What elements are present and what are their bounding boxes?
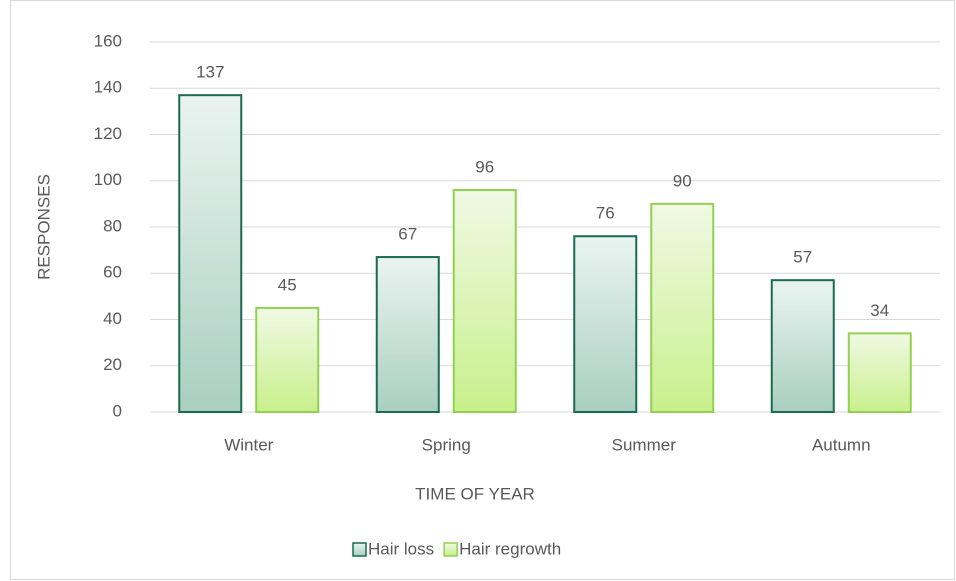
bar [452,189,517,413]
bar [178,94,243,413]
bar [650,202,715,413]
data-label: 34 [870,301,889,320]
data-label: 96 [475,157,494,176]
data-label: 90 [673,171,692,190]
bar [770,279,835,413]
data-label: 45 [278,275,297,294]
y-tick-label: 160 [94,31,122,50]
y-axis-title: RESPONSES [34,174,53,280]
legend-label: Hair regrowth [459,539,561,558]
y-tick-label: 20 [103,355,122,374]
x-axis-title: TIME OF YEAR [415,484,535,503]
y-tick-label: 100 [94,170,122,189]
y-tick-label: 140 [94,78,122,97]
y-tick-label: 0 [113,401,122,420]
data-label: 76 [596,204,615,223]
y-tick-label: 60 [103,263,122,282]
bar [847,332,912,413]
legend-swatch [352,542,367,557]
x-tick-label: Winter [224,435,273,454]
data-label: 67 [398,225,417,244]
y-tick-label: 80 [103,216,122,235]
x-tick-label: Autumn [812,435,871,454]
y-tick-label: 40 [103,309,122,328]
data-label: 137 [196,63,224,82]
bar [573,235,638,413]
y-tick-label: 120 [94,124,122,143]
legend-swatch [443,542,458,557]
bar [375,256,440,413]
data-label: 57 [793,248,812,267]
bar [255,306,320,413]
x-tick-label: Summer [612,435,677,454]
x-tick-label: Spring [422,435,471,454]
legend-label: Hair loss [368,539,434,558]
